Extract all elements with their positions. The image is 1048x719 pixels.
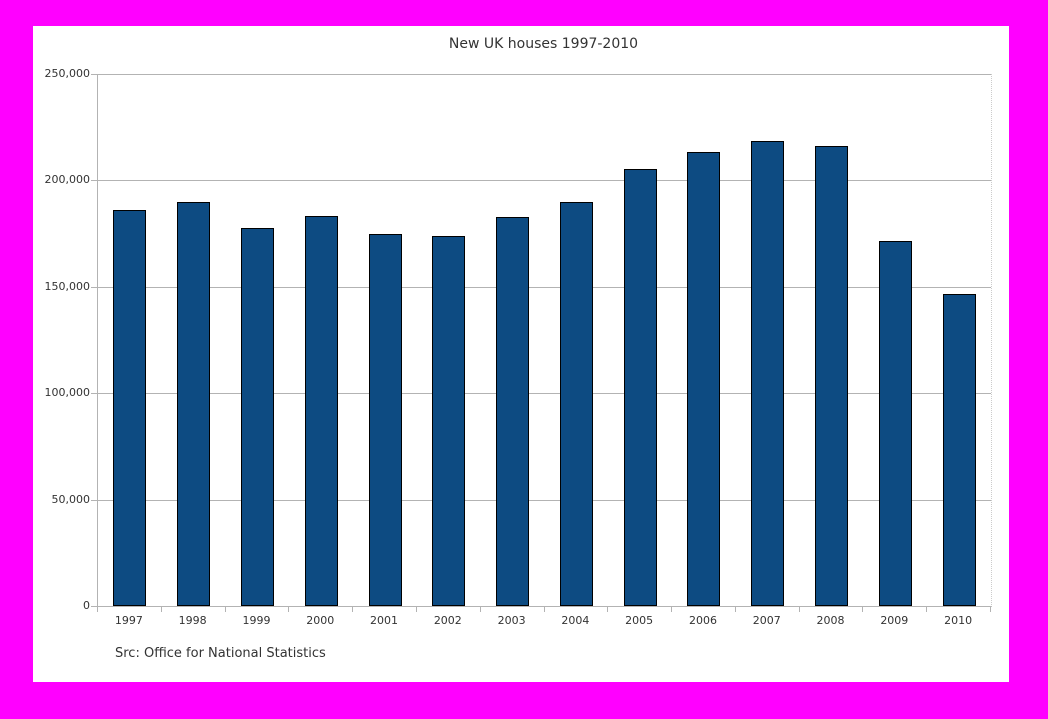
bar-1998 bbox=[177, 201, 211, 606]
y-axis-tick-label: 0 bbox=[83, 599, 90, 612]
x-axis-tick-label: 2002 bbox=[433, 614, 462, 627]
x-axis-tick bbox=[799, 607, 800, 612]
x-axis-tick-label: 2009 bbox=[880, 614, 909, 627]
x-axis-tick bbox=[161, 607, 162, 612]
bar-2001 bbox=[368, 233, 402, 606]
y-axis-tick bbox=[91, 393, 97, 395]
plot-area bbox=[97, 74, 992, 607]
x-axis-tick bbox=[990, 607, 991, 612]
gridline bbox=[98, 180, 991, 182]
x-axis-tick-label: 2010 bbox=[944, 614, 973, 627]
bar-2003 bbox=[496, 216, 530, 606]
chart-title: New UK houses 1997-2010 bbox=[448, 36, 639, 52]
y-axis-tick-label: 250,000 bbox=[44, 67, 91, 80]
x-axis-tick bbox=[225, 607, 226, 612]
bar-1997 bbox=[113, 210, 147, 606]
x-axis-tick-label: 1999 bbox=[242, 614, 271, 627]
x-axis-tick bbox=[735, 607, 736, 612]
bar-2009 bbox=[878, 241, 912, 606]
gridline bbox=[98, 393, 991, 395]
x-axis-tick bbox=[544, 607, 545, 612]
x-axis-tick-label: 2007 bbox=[752, 614, 781, 627]
x-axis-tick-label: 2005 bbox=[625, 614, 654, 627]
chart-panel: New UK houses 1997-2010 0 50,000 100,000 15… bbox=[33, 26, 1009, 682]
x-axis-tick bbox=[671, 607, 672, 612]
y-axis-tick-label: 100,000 bbox=[44, 386, 91, 400]
x-axis-tick-label: 2000 bbox=[306, 614, 335, 627]
y-axis-tick-label: 50,000 bbox=[51, 492, 91, 506]
y-axis-tick-label: 150,000 bbox=[44, 279, 91, 293]
x-axis-tick bbox=[97, 607, 98, 612]
bar-2002 bbox=[432, 235, 466, 606]
x-axis-tick bbox=[416, 607, 417, 612]
source-note: Src: Office for National Statistics bbox=[115, 646, 326, 661]
gridline bbox=[98, 499, 991, 501]
x-axis-tick bbox=[607, 607, 608, 612]
x-axis-tick-label: 2003 bbox=[497, 614, 526, 627]
x-axis-tick-label: 2008 bbox=[816, 614, 845, 627]
x-axis-tick bbox=[926, 607, 927, 612]
x-axis-tick-label: 2006 bbox=[688, 614, 717, 627]
x-axis-tick bbox=[480, 607, 481, 612]
y-axis-tick bbox=[91, 74, 97, 75]
bar-2005 bbox=[623, 168, 657, 606]
bar-2000 bbox=[304, 215, 338, 606]
x-axis-tick-label: 1997 bbox=[114, 614, 143, 627]
y-axis-tick bbox=[91, 286, 97, 288]
bar-2007 bbox=[751, 141, 785, 606]
y-axis-tick bbox=[91, 606, 97, 607]
bar-2010 bbox=[942, 294, 976, 606]
bar-1999 bbox=[240, 228, 274, 606]
bar-2004 bbox=[559, 201, 593, 606]
gridline bbox=[98, 74, 991, 75]
x-axis-tick bbox=[352, 607, 353, 612]
bar-2008 bbox=[815, 146, 849, 606]
y-axis-tick bbox=[91, 180, 97, 182]
x-axis-tick bbox=[288, 607, 289, 612]
x-axis-tick-label: 1998 bbox=[178, 614, 207, 627]
x-axis-tick-label: 2004 bbox=[561, 614, 590, 627]
gridline bbox=[98, 286, 991, 288]
bar-2006 bbox=[687, 151, 721, 606]
y-axis-tick-label: 200,000 bbox=[44, 173, 91, 187]
x-axis-tick bbox=[862, 607, 863, 612]
y-axis-tick bbox=[91, 499, 97, 501]
x-axis-tick-label: 2001 bbox=[370, 614, 399, 627]
